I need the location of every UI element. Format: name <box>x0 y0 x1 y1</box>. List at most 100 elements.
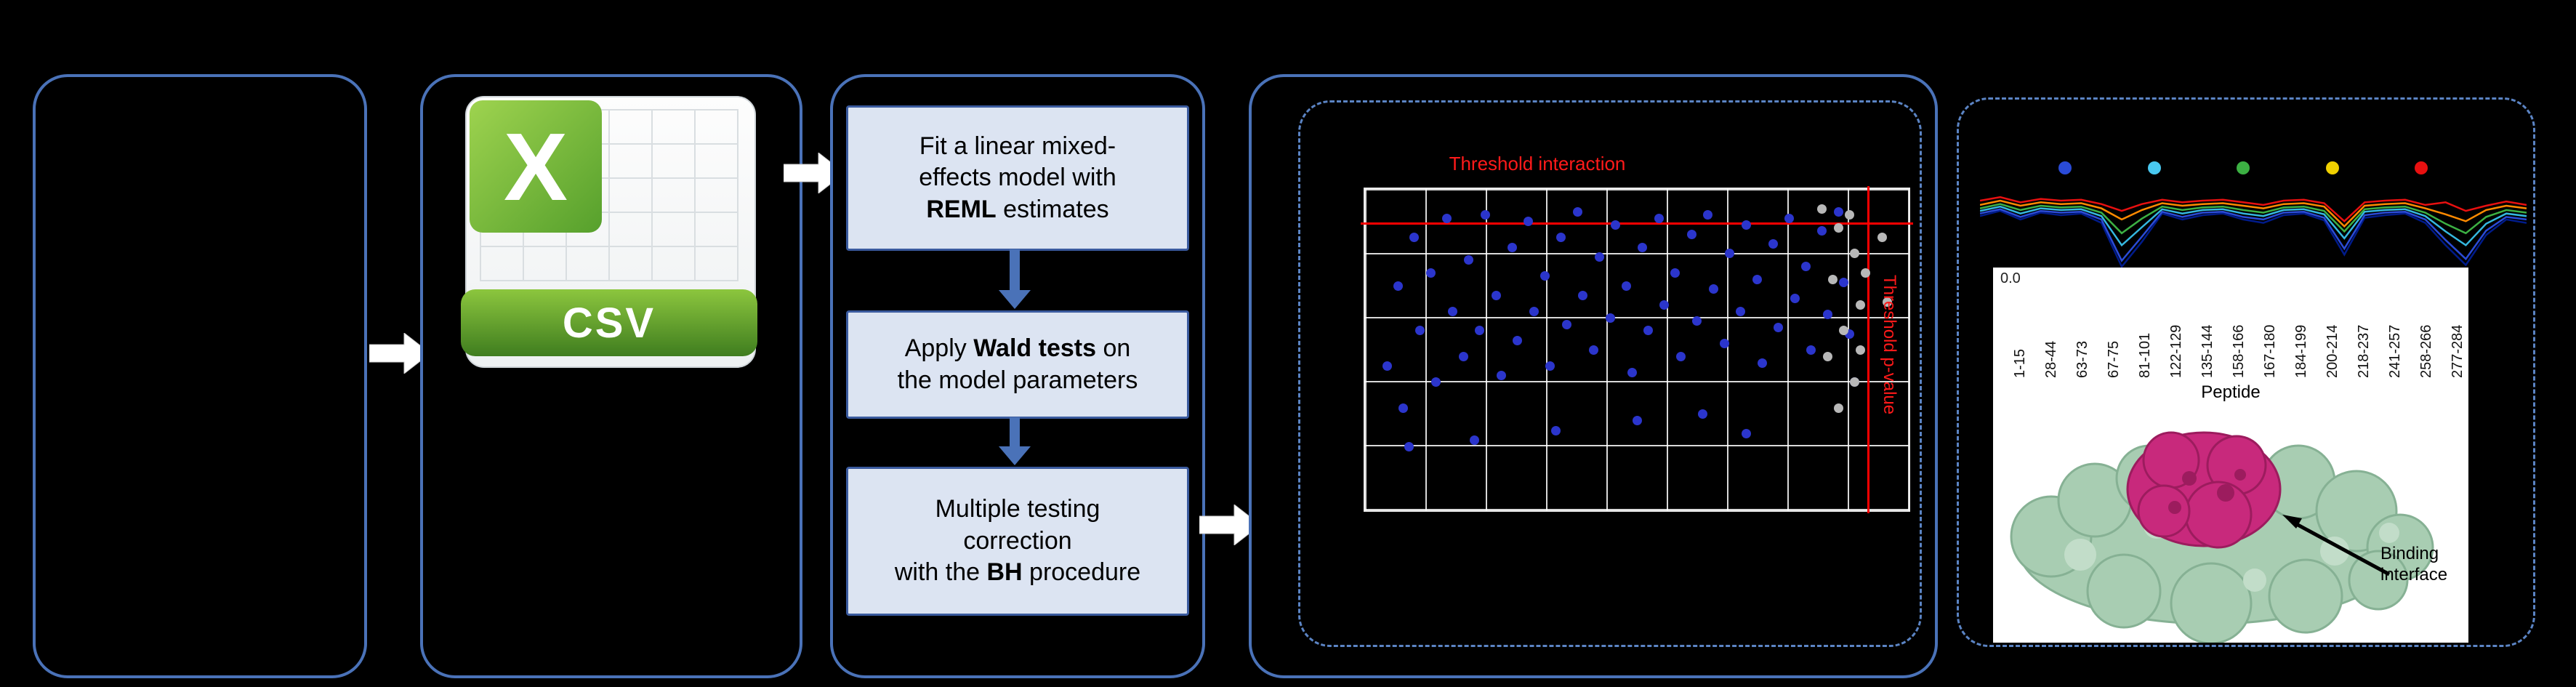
uptake-series-line <box>1980 199 2527 228</box>
uptake-series-line <box>1980 205 2527 247</box>
scatter-point <box>1480 210 1490 220</box>
peptide-tick-label: 200-214 <box>2325 324 2340 378</box>
scatter-point <box>1475 326 1485 336</box>
scatter-point <box>1670 268 1681 278</box>
workflow-step-wald-tests: Apply Wald tests on the model parameters <box>846 310 1189 419</box>
scatter-point <box>1817 204 1827 214</box>
timepoint-dot <box>2237 161 2250 174</box>
scatter-point <box>1404 441 1414 451</box>
scatter-point <box>1425 268 1436 278</box>
arrow-right-icon <box>1199 505 1260 545</box>
scatter-point <box>1741 220 1751 230</box>
scatter-point <box>1833 206 1843 217</box>
peptide-tick-label: 81-101 <box>2137 332 2153 378</box>
csv-banner: CSV <box>461 289 757 356</box>
scatter-point <box>1545 361 1555 371</box>
peptide-tick-label: 135-144 <box>2199 324 2215 378</box>
binding-interface-arrow <box>2291 520 2391 576</box>
scatter-point <box>1622 281 1632 291</box>
scatter-point <box>1675 351 1686 361</box>
arrow-down-icon <box>999 417 1031 465</box>
results-plot-dashed-frame <box>1298 100 1922 647</box>
threshold-interaction-label: Threshold interaction <box>1449 153 1626 174</box>
scatter-point <box>1844 210 1854 220</box>
uptake-series-line <box>1980 203 2527 235</box>
uptake-series-line <box>1980 196 2527 222</box>
scatter-point <box>1497 371 1506 381</box>
threshold-interaction-line <box>1361 222 1913 225</box>
threshold-pvalue-label: Threshold p-value <box>1880 275 1899 415</box>
scatter-point <box>1774 323 1784 333</box>
excel-x-icon: X <box>470 100 602 233</box>
scatter-point <box>1398 403 1409 413</box>
arrow-down-icon <box>999 249 1031 309</box>
scatter-point <box>1719 339 1729 349</box>
scatter-point <box>1800 262 1811 272</box>
scatter-point <box>1725 249 1735 259</box>
peptide-tick-label: 28-44 <box>2043 340 2059 378</box>
scatter-point <box>1784 213 1795 223</box>
protein-structure-image <box>2010 431 2434 643</box>
scatter-point <box>1703 210 1713 220</box>
scatter-point <box>1529 306 1539 316</box>
csv-banner-label: CSV <box>562 299 656 347</box>
scatter-point <box>1382 361 1392 371</box>
scatter-point <box>1627 367 1637 377</box>
scatter-point <box>1839 326 1849 336</box>
binding-interface-label: Binding interface <box>2380 544 2448 584</box>
scatter-point <box>1464 255 1474 265</box>
scatter-point <box>1414 326 1425 336</box>
panel-peptide-structure <box>1957 97 2535 647</box>
scatter-point <box>1458 351 1468 361</box>
y-axis-tick: 0.0 <box>2000 270 2021 286</box>
scatter-point <box>1806 345 1816 355</box>
scatter-point <box>1817 226 1827 236</box>
timepoint-dot <box>2415 161 2428 174</box>
scatter-point <box>1431 377 1441 387</box>
peptide-tick-label: 67-75 <box>2106 340 2122 378</box>
scatter-point <box>1611 220 1621 230</box>
scatter-point <box>1572 206 1582 217</box>
peptide-tick-label: 1-15 <box>2012 348 2028 378</box>
scatter-point <box>1822 310 1832 320</box>
peptide-tick-label: 167-180 <box>2262 324 2278 378</box>
scatter-point <box>1736 306 1746 316</box>
peptide-tick-label: 218-237 <box>2356 324 2372 378</box>
scatter-point <box>1643 326 1653 336</box>
scatter-point <box>1768 239 1778 249</box>
scatter-point <box>1491 290 1501 300</box>
scatter-point <box>1686 229 1696 239</box>
scatter-point <box>1883 297 1893 307</box>
scatter-point <box>1850 249 1860 259</box>
scatter-point <box>1833 223 1843 233</box>
scatter-point <box>1877 233 1887 243</box>
scatter-point <box>1550 425 1561 435</box>
scatter-point <box>1855 300 1865 310</box>
scatter-point <box>1556 233 1566 243</box>
scatter-point <box>1828 274 1838 284</box>
peptide-tick-label: 258-266 <box>2418 324 2434 378</box>
excel-x-letter: X <box>503 113 568 220</box>
scatter-point <box>1605 313 1615 323</box>
peptide-plot-panel: 0.0 1-15 28-44 63-73 67-75 81-101 122-129 135-… <box>1993 268 2468 643</box>
scatter-point <box>1659 300 1670 310</box>
timepoint-dot <box>2147 161 2161 174</box>
scatter-point <box>1855 345 1865 355</box>
scatter-point <box>1839 278 1849 288</box>
panel-input <box>33 74 367 678</box>
timepoint-dot <box>2058 161 2072 174</box>
timepoint-dots <box>2058 161 2428 174</box>
timepoint-dot <box>2325 161 2339 174</box>
scatter-point <box>1833 403 1843 413</box>
peptide-tick-label: 241-257 <box>2387 324 2403 378</box>
scatter-point <box>1447 306 1457 316</box>
scatter-point <box>1539 271 1550 281</box>
peptide-tick-label: 184-199 <box>2293 324 2309 378</box>
scatter-point <box>1507 242 1517 252</box>
scatter-point <box>1758 358 1768 368</box>
workflow-step-bh-correction: Multiple testing correction with the BH pr… <box>846 467 1189 616</box>
scatter-point <box>1850 377 1860 387</box>
scatter-point <box>1469 435 1479 445</box>
uptake-series-line <box>1980 208 2527 262</box>
scatter-point <box>1524 217 1534 227</box>
